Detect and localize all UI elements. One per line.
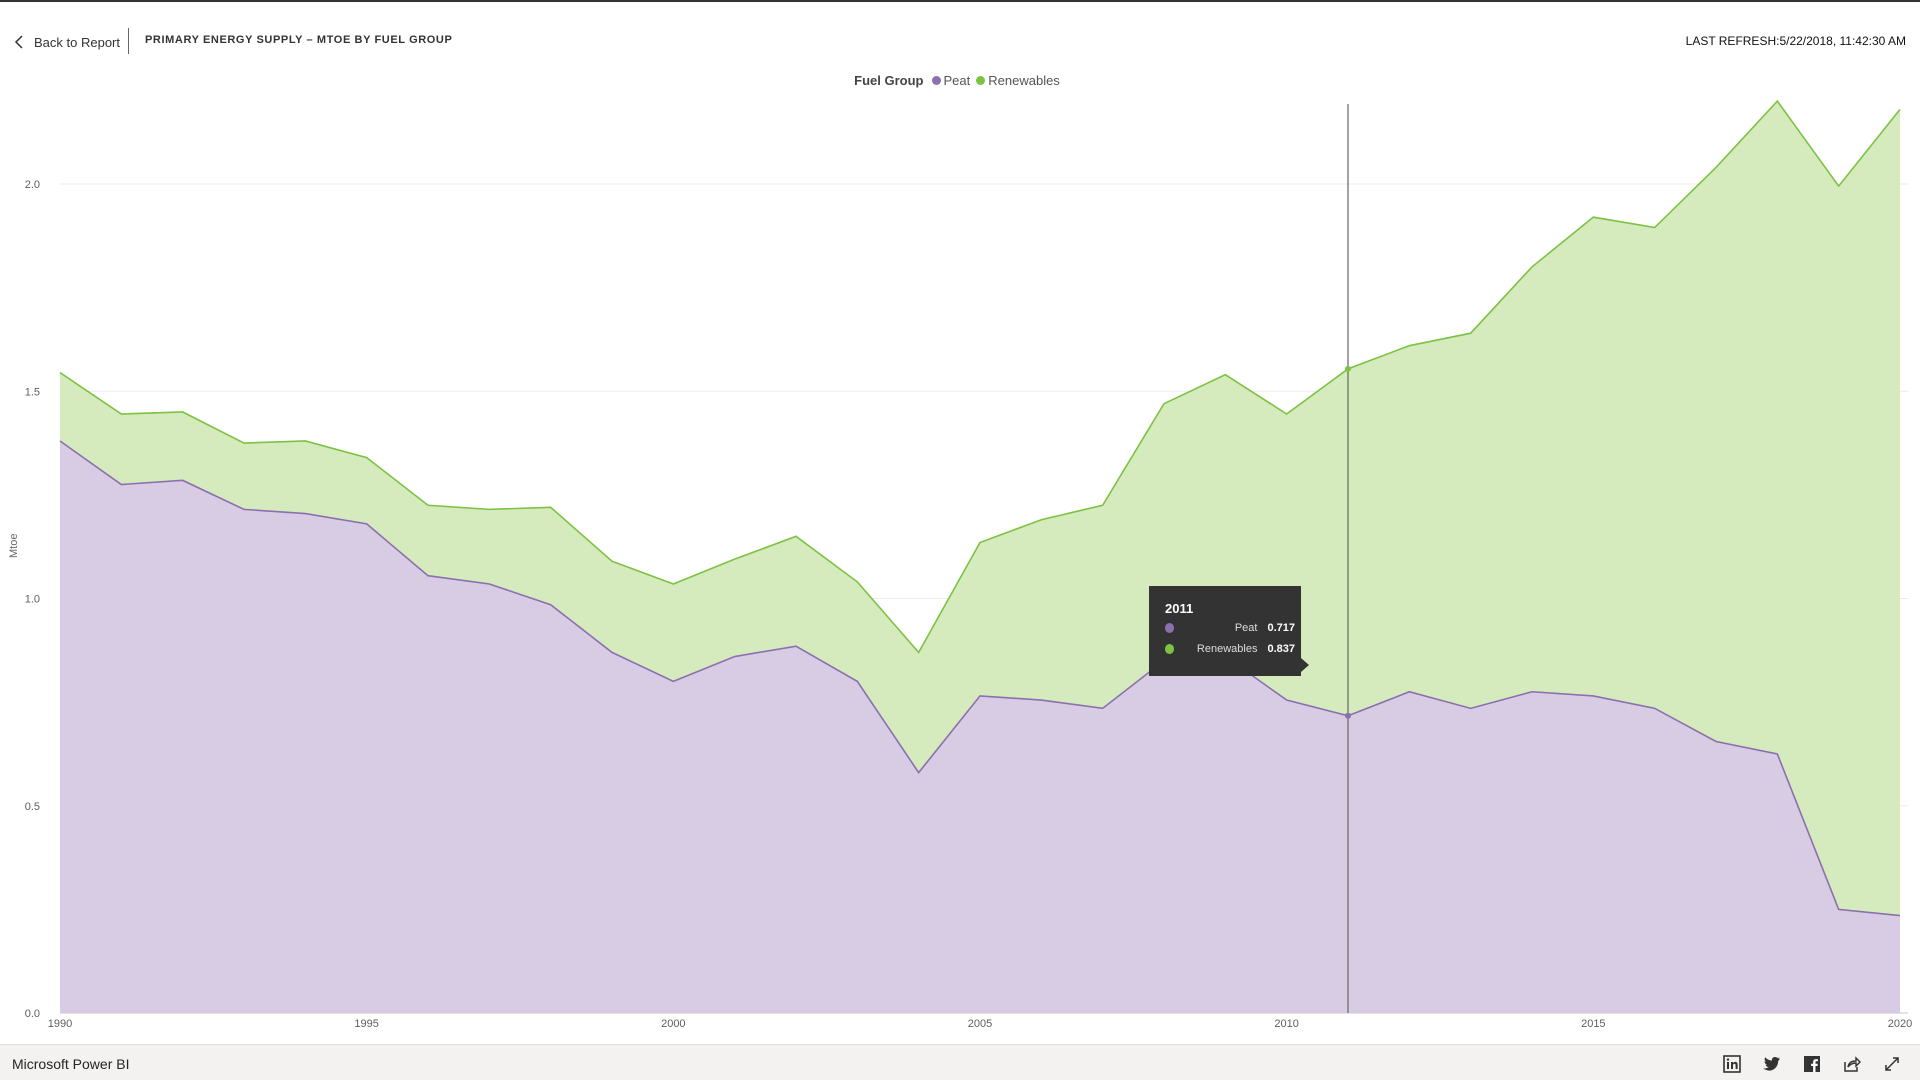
y-tick-label: 1.0 [25,594,40,606]
tooltip-label-peat: Peat [1234,622,1258,634]
footer-bar: Microsoft Power BI [0,1044,1920,1080]
renewables-dot-icon [976,76,986,85]
tooltip-year: 2011 [1165,601,1194,616]
y-tick-label: 1.5 [25,386,40,398]
legend-item-renewables[interactable]: Renewables [976,73,1060,88]
header: Back to Report PRIMARY ENERGY SUPPLY – M… [0,20,1920,62]
x-tick-label: 2015 [1581,1018,1605,1030]
x-tick-label: 2020 [1888,1018,1912,1030]
page-title: PRIMARY ENERGY SUPPLY – MTOE BY FUEL GRO… [145,34,453,46]
tooltip-label-renewables: Renewables [1196,643,1258,655]
hover-point-renewables [1345,365,1351,372]
facebook-icon[interactable] [1792,1053,1832,1075]
last-refresh-text: LAST REFRESH:5/22/2018, 11:42:30 AM [1685,34,1906,48]
renewables-dot-icon [1165,644,1175,654]
x-tick-label: 1995 [354,1018,378,1030]
tooltip-row-peat: Peat 0.717 [1165,620,1295,636]
series-line-renewables [59,99,1901,654]
share-icon[interactable] [1832,1053,1872,1075]
y-tick-label: 2.0 [25,179,40,191]
chart-legend: Fuel Group Peat Renewables [0,73,1920,88]
x-tick-label: 2005 [968,1018,992,1030]
chevron-left-icon [14,35,23,49]
peat-dot-icon [1165,623,1175,633]
hover-point-peat [1345,712,1351,719]
series-area-peat[interactable] [60,440,1900,1013]
back-to-report-label: Back to Report [34,34,120,50]
header-divider [128,28,129,54]
series-area-renewables[interactable] [60,101,1900,916]
x-tick-label: 2000 [661,1018,685,1030]
y-tick-label: 0.0 [25,1008,40,1020]
legend-item-peat[interactable]: Peat [931,73,971,88]
x-tick-label: 2010 [1274,1018,1298,1030]
tooltip-row-renewables: Renewables 0.837 [1165,641,1295,657]
footer-icons [1712,1053,1912,1075]
series-line-peat [59,440,1901,917]
chart-tooltip: 2011 Peat 0.717 Renewables 0.837 [1149,586,1309,676]
y-tick-label: 0.5 [25,801,40,813]
legend-label-peat: Peat [943,73,971,88]
back-to-report-button[interactable]: Back to Report [14,30,120,54]
top-border [0,0,1920,2]
peat-dot-icon [931,76,941,85]
legend-label-renewables: Renewables [988,73,1060,88]
brand-label: Microsoft Power BI [12,1056,130,1072]
twitter-icon[interactable] [1752,1053,1792,1075]
tooltip-value-renewables: 0.837 [1267,643,1295,655]
linkedin-icon[interactable] [1712,1053,1752,1075]
tooltip-value-peat: 0.717 [1267,622,1295,634]
stacked-area-chart[interactable]: 0.0 0.5 1.0 1.5 2.0 1990 1995 2000 2005 2010 2015 2… [0,90,1920,1040]
legend-title: Fuel Group [854,73,924,88]
fullscreen-icon[interactable] [1872,1053,1912,1075]
x-tick-label: 1990 [48,1018,72,1030]
